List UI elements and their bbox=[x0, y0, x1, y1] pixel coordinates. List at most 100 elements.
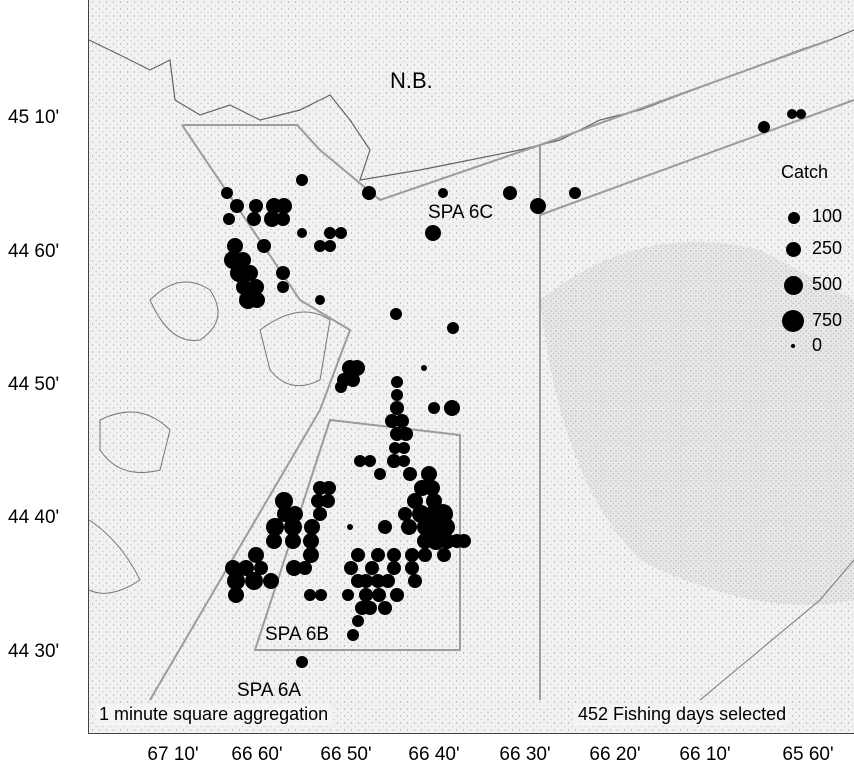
catch-dot bbox=[313, 507, 327, 521]
catch-dot bbox=[263, 573, 279, 589]
catch-dot bbox=[242, 265, 258, 281]
legend-label: 0 bbox=[812, 335, 823, 355]
catch-dot bbox=[407, 493, 423, 509]
catch-dot bbox=[296, 174, 308, 186]
catch-dot bbox=[247, 212, 261, 226]
catch-dot bbox=[257, 239, 271, 253]
catch-dot bbox=[284, 518, 302, 536]
legend-label: 100 bbox=[812, 206, 843, 226]
catch-dot bbox=[530, 198, 546, 214]
catch-dot bbox=[421, 466, 437, 482]
legend-dot-100 bbox=[788, 212, 800, 224]
catch-dot bbox=[390, 401, 404, 415]
catch-dot bbox=[503, 186, 517, 200]
catch-dot bbox=[418, 548, 432, 562]
catch-dot bbox=[285, 533, 301, 549]
catch-dot bbox=[315, 589, 327, 601]
catch-dot bbox=[399, 427, 413, 441]
catch-dot bbox=[390, 308, 402, 320]
catch-dot bbox=[365, 561, 379, 575]
catch-dot bbox=[444, 400, 460, 416]
legend-dot-250 bbox=[786, 242, 801, 257]
catch-dot bbox=[335, 381, 347, 393]
catch-dot bbox=[347, 524, 353, 530]
catch-dot bbox=[364, 455, 376, 467]
x-axis-label: 66 40' bbox=[408, 744, 460, 765]
catch-dot bbox=[437, 548, 451, 562]
catch-dot bbox=[254, 561, 268, 575]
catch-dot bbox=[248, 547, 264, 563]
catch-dot bbox=[249, 199, 263, 213]
catch-dot bbox=[424, 480, 440, 496]
catch-dot bbox=[266, 518, 284, 536]
catch-dot bbox=[266, 533, 282, 549]
catch-dot bbox=[346, 373, 360, 387]
legend-dot-0 bbox=[791, 344, 795, 348]
catch-dot bbox=[438, 188, 448, 198]
region-label: N.B. bbox=[390, 68, 433, 93]
catch-dot bbox=[401, 519, 417, 535]
y-axis-label: 44 50' bbox=[8, 374, 60, 395]
catch-dot bbox=[275, 492, 293, 510]
catch-dot bbox=[796, 109, 806, 119]
catch-dot bbox=[387, 548, 401, 562]
catch-dot bbox=[354, 455, 366, 467]
catch-dot bbox=[311, 494, 325, 508]
catch-dot bbox=[385, 414, 399, 428]
legend-label: 750 bbox=[812, 310, 843, 330]
deep-water-region bbox=[540, 241, 854, 605]
catch-dot bbox=[426, 493, 442, 509]
catch-dot bbox=[389, 442, 401, 454]
catch-dot bbox=[425, 225, 441, 241]
catch-dot bbox=[362, 186, 376, 200]
catch-dot bbox=[342, 589, 354, 601]
y-axis-label: 45 10' bbox=[8, 107, 60, 128]
catch-dot bbox=[223, 213, 235, 225]
catch-dot bbox=[390, 588, 404, 602]
area-label-spa-6b: SPA 6B bbox=[265, 624, 330, 645]
shoreline-east bbox=[699, 559, 854, 701]
catch-dot bbox=[421, 365, 427, 371]
catch-dot bbox=[304, 589, 316, 601]
catch-dot bbox=[276, 266, 290, 280]
catch-dot bbox=[315, 295, 325, 305]
catch-dot bbox=[398, 507, 412, 521]
catch-dot bbox=[787, 109, 797, 119]
catch-dot bbox=[225, 560, 241, 576]
spa-boundary-6c-east bbox=[539, 99, 854, 216]
catch-dot bbox=[408, 574, 422, 588]
catch-dots-group bbox=[221, 109, 806, 668]
catch-dot bbox=[249, 292, 265, 308]
catch-dot bbox=[349, 360, 365, 376]
catch-dot bbox=[287, 506, 303, 522]
coastline-south bbox=[88, 519, 141, 594]
catch-dot bbox=[387, 454, 401, 468]
catch-dot bbox=[395, 414, 409, 428]
catch-dot bbox=[303, 547, 319, 563]
catch-dot bbox=[303, 533, 319, 549]
catch-dot bbox=[405, 561, 419, 575]
catch-dot bbox=[374, 468, 386, 480]
catch-dot bbox=[378, 601, 392, 615]
map-frame bbox=[88, 0, 854, 734]
area-label-spa-6a: SPA 6A bbox=[237, 680, 302, 701]
catch-dot bbox=[387, 561, 401, 575]
x-axis-label: 67 10' bbox=[147, 744, 199, 765]
catch-dot bbox=[758, 121, 770, 133]
catch-dot bbox=[335, 227, 347, 239]
catch-dot bbox=[321, 494, 335, 508]
y-axis-label: 44 30' bbox=[8, 641, 60, 662]
catch-dot bbox=[569, 187, 581, 199]
catch-dot bbox=[359, 588, 373, 602]
catch-dot bbox=[304, 519, 320, 535]
catch-dot bbox=[228, 587, 244, 603]
catch-dot bbox=[457, 534, 471, 548]
legend-dot-750 bbox=[782, 310, 804, 332]
catch-dot bbox=[314, 240, 326, 252]
catch-dot bbox=[439, 533, 455, 549]
catch-dot bbox=[428, 402, 440, 414]
catch-dot bbox=[238, 560, 254, 576]
y-axis-label: 44 60' bbox=[8, 241, 60, 262]
catch-dot bbox=[296, 656, 308, 668]
